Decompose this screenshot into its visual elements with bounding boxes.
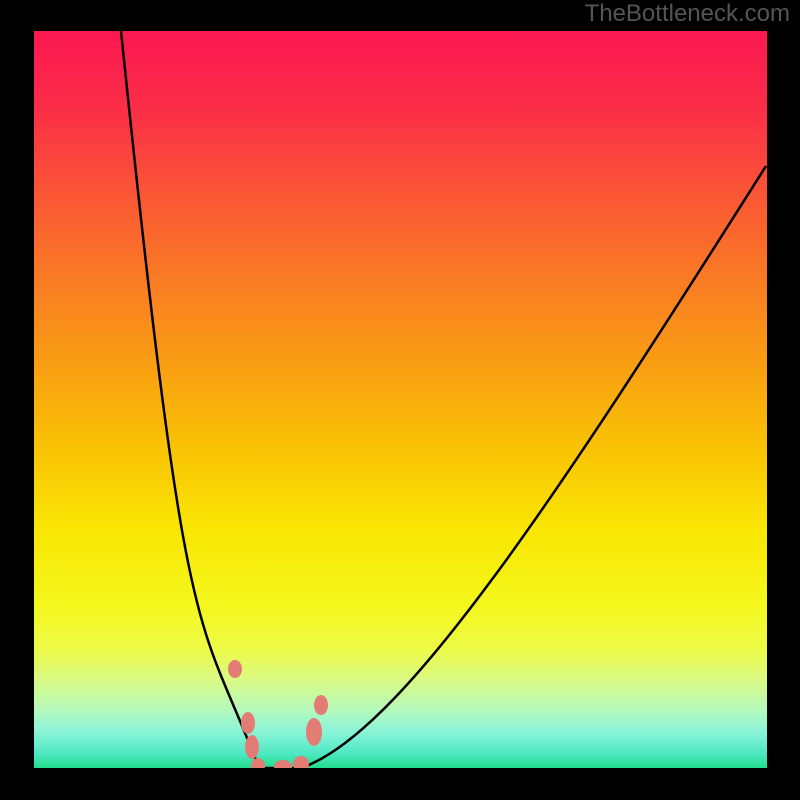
marker-dot	[306, 718, 322, 746]
bottleneck-chart	[0, 0, 800, 800]
marker-dot	[251, 758, 265, 774]
gradient-background	[34, 31, 767, 768]
marker-dot	[228, 660, 242, 678]
marker-dot	[314, 695, 328, 715]
chart-stage: { "watermark": { "text": "TheBottleneck.…	[0, 0, 800, 800]
marker-dot	[241, 712, 255, 734]
watermark-text: TheBottleneck.com	[585, 0, 790, 28]
marker-dot	[274, 760, 292, 774]
marker-dot	[293, 756, 309, 772]
marker-dot	[245, 735, 259, 759]
